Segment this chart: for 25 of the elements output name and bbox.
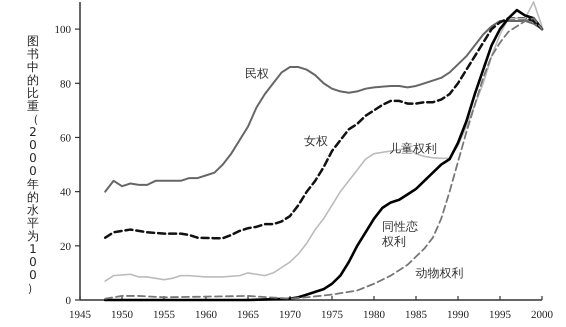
y-tick-label: 100 [54,24,72,36]
x-tick-label: 1985 [405,309,428,321]
x-tick-label: 1960 [195,309,218,321]
y-tick-label: 0 [66,295,72,307]
x-tick-label: 1965 [237,309,260,321]
annotation: 动物权利 [416,266,464,280]
y-tick-label: 60 [60,132,72,144]
x-tick-label: 1970 [279,309,302,321]
annotation: 女权 [304,134,328,148]
text: 图书中的比重（2000年的水平为100） [27,34,39,296]
x-tick-label: 1950 [111,309,134,321]
x-tick-label: 1955 [153,309,176,321]
x-tick-label: 1995 [489,309,512,321]
annotation: 民权 [245,66,270,80]
y-tick-label: 40 [60,186,72,199]
annotation: 同性恋权利 [381,220,418,249]
line-series [104,20,543,193]
x-tick-label: 1990 [447,309,470,321]
y-tick-label: 20 [60,240,72,253]
x-tick-label: 2000 [531,309,554,321]
x-tick-label: 1980 [363,309,386,321]
annotation: 儿童权利 [389,141,438,156]
y-tick-label: 80 [60,78,72,90]
x-tick-label: 1975 [321,309,344,321]
x-tick-label: 1945 [69,309,92,321]
